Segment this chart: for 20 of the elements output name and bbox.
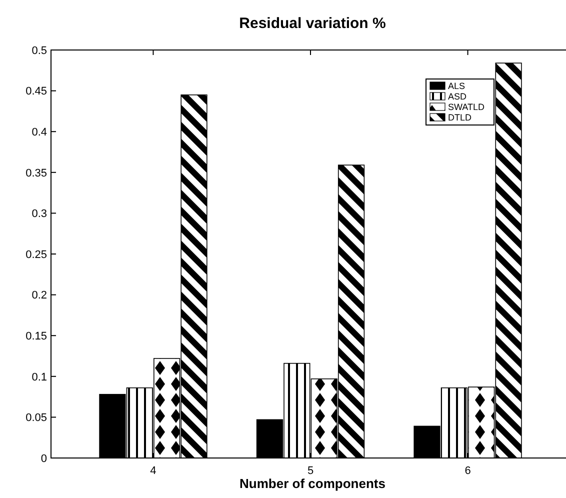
y-tick-label: 0.3: [32, 208, 47, 220]
y-tick-label: 0: [40, 452, 47, 465]
legend-label: DTLD: [448, 112, 472, 123]
y-tick-label: 0.4: [32, 126, 47, 138]
x-axis-title: Number of components: [240, 476, 386, 491]
y-tick-label: 0.45: [26, 86, 47, 98]
legend-label: ASD: [448, 92, 468, 102]
y-tick-label: 0.2: [32, 290, 47, 302]
x-tick-label: 6: [464, 465, 471, 477]
y-tick-label: 0.5: [32, 44, 47, 57]
x-tick-label: 4: [150, 465, 156, 477]
legend-label: SWATLD: [448, 102, 485, 112]
chart-title: Residual variation %: [239, 15, 386, 32]
y-tick-label: 0.35: [26, 167, 47, 180]
y-tick-label: 0.05: [26, 412, 47, 424]
y-tick-label: 0.1: [32, 371, 47, 384]
x-tick-label: 5: [307, 465, 314, 477]
y-tick-label: 0.15: [26, 330, 47, 342]
legend-label: ALS: [448, 81, 466, 92]
y-tick-label: 0.25: [26, 248, 47, 261]
